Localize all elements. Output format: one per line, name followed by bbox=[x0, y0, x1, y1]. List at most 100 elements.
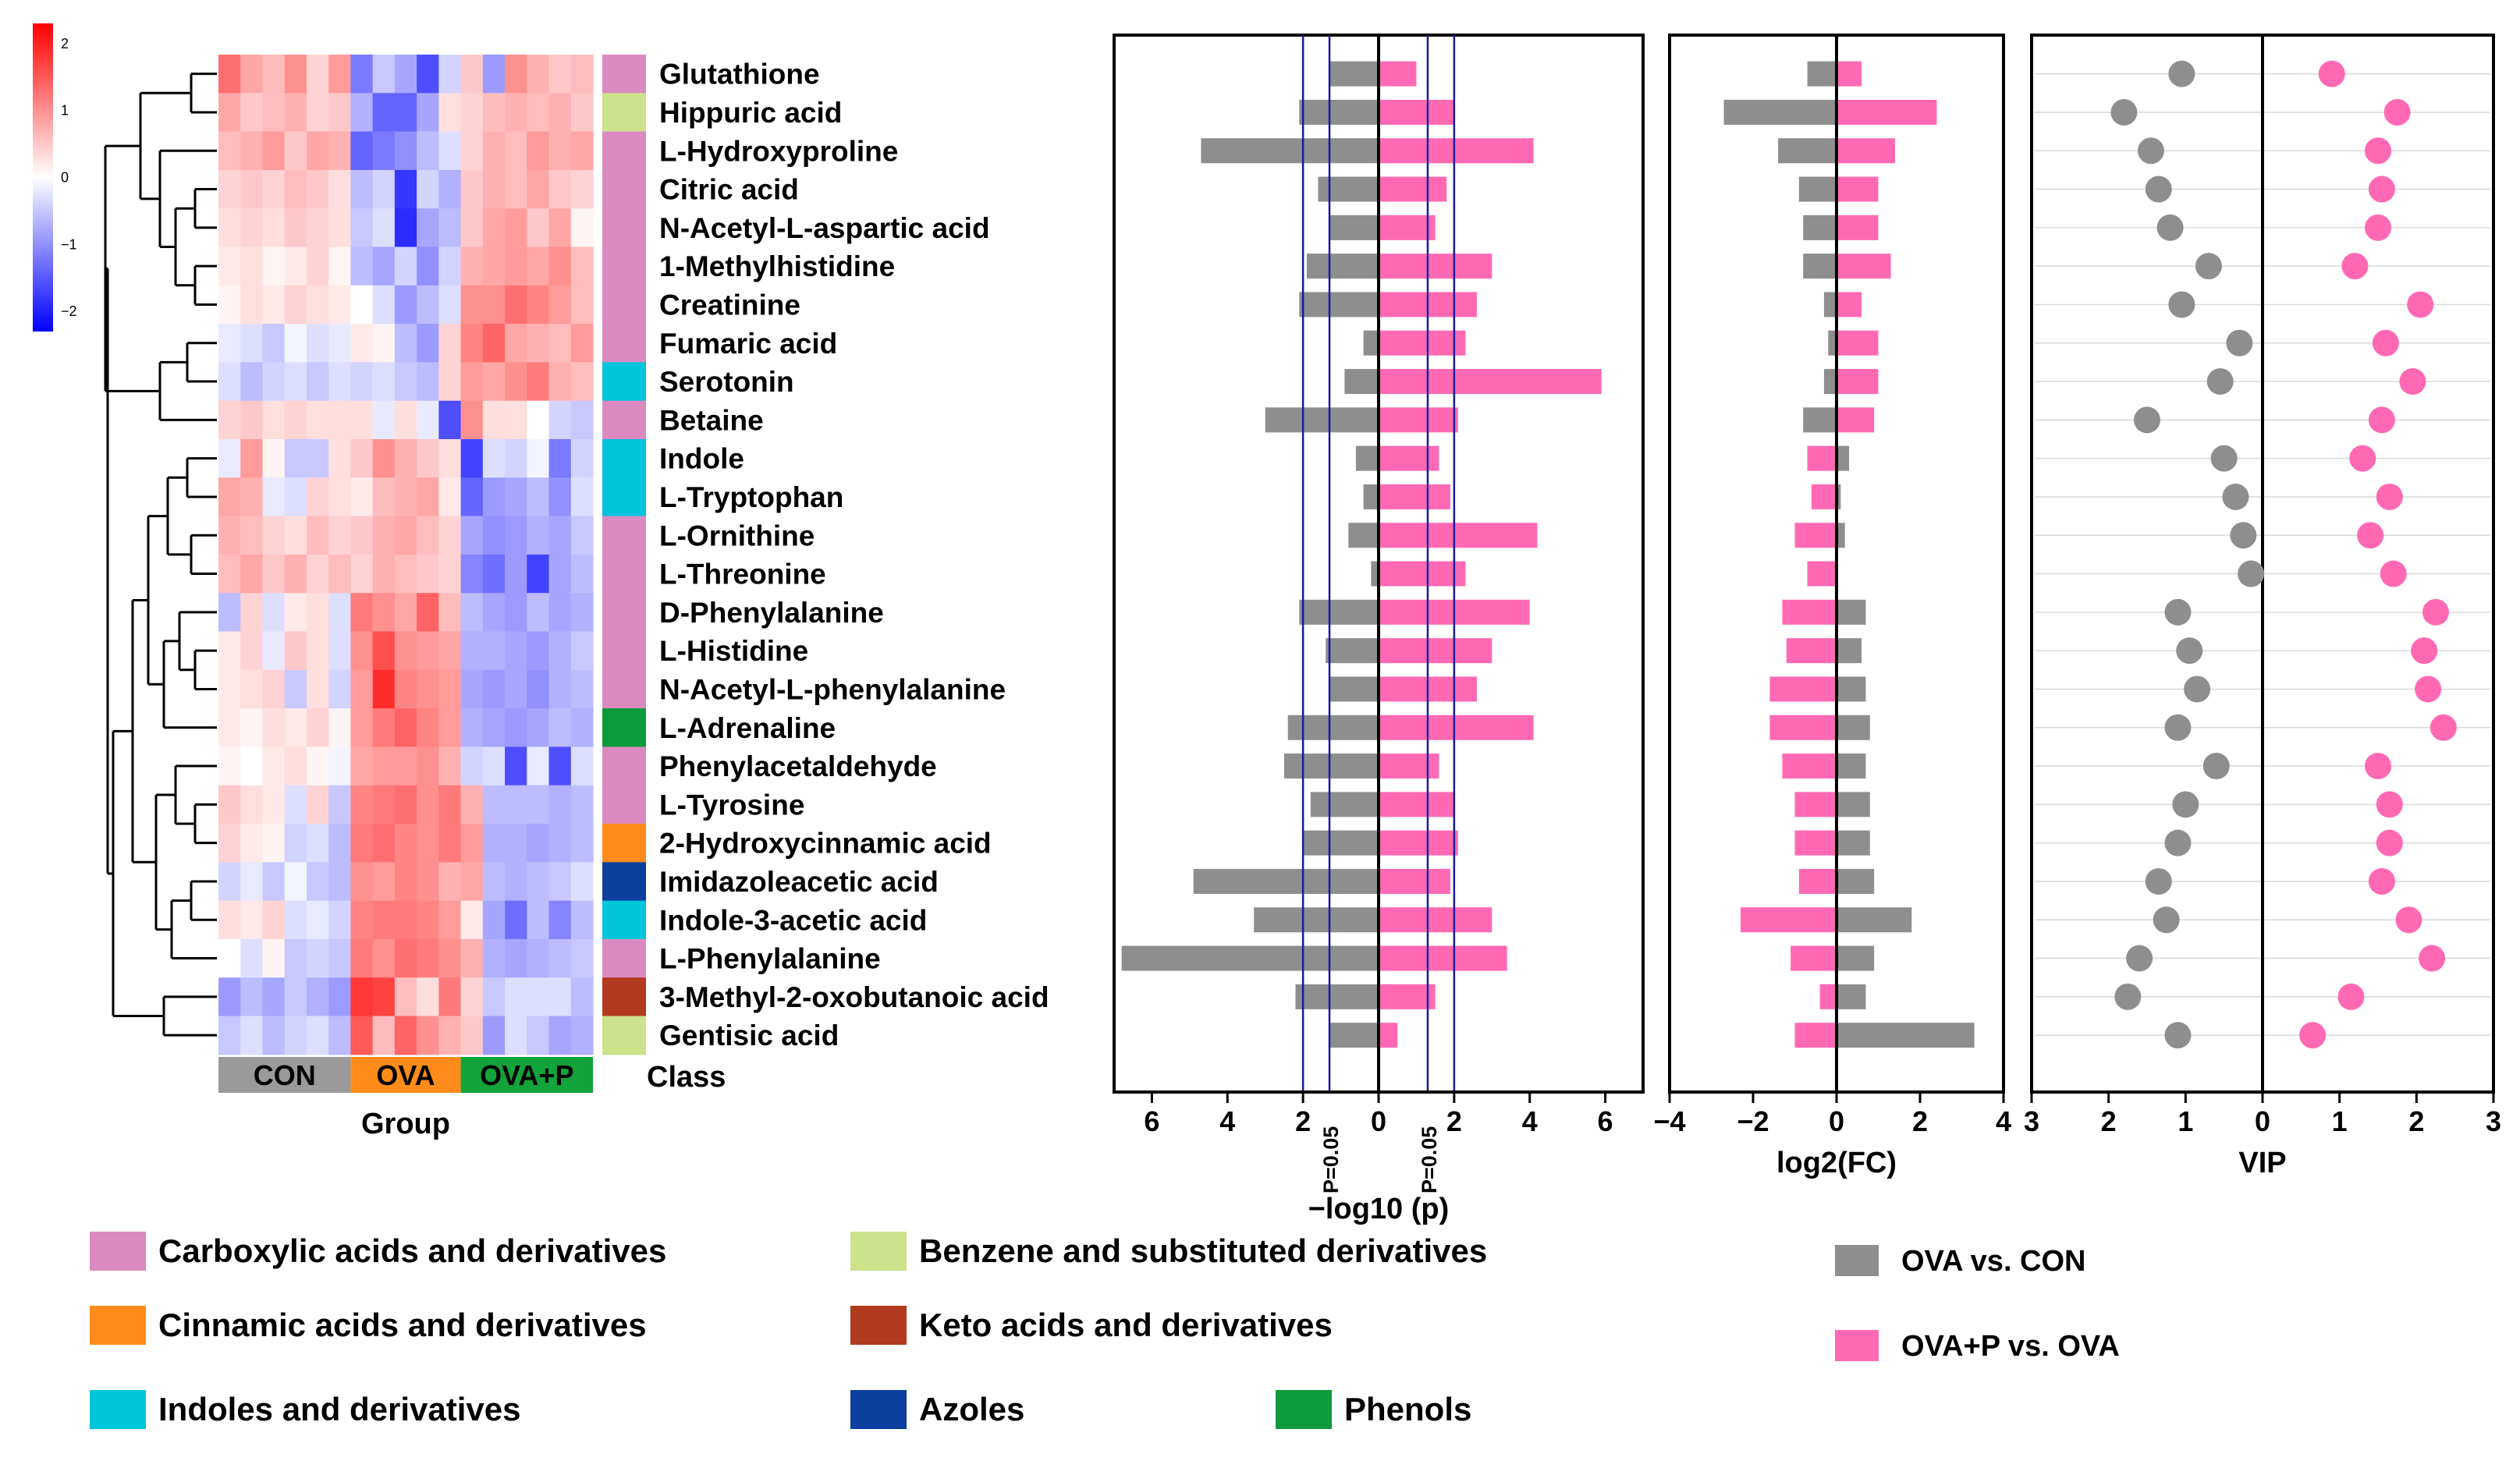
heatmap-cell bbox=[306, 439, 329, 478]
heatmap-cell bbox=[262, 400, 286, 440]
heatmap-cell bbox=[218, 554, 241, 594]
colorbar-tick: 2 bbox=[61, 36, 69, 51]
heatmap-cell bbox=[306, 1016, 329, 1055]
heatmap-cell bbox=[417, 131, 439, 171]
heatmap-cell bbox=[284, 669, 307, 709]
point-vip-ova-vs-con bbox=[2164, 598, 2192, 626]
metabolite-label: L-Tyrosine bbox=[659, 789, 804, 821]
heatmap-cell bbox=[548, 169, 572, 209]
point-vip-ovap-vs-ova bbox=[2349, 445, 2376, 472]
heatmap-cell bbox=[240, 169, 264, 209]
heatmap-cell bbox=[262, 439, 286, 478]
bar-pvalue-ova-vs-con bbox=[1121, 945, 1379, 971]
heatmap-cell bbox=[570, 746, 594, 786]
heatmap-cell bbox=[372, 516, 396, 555]
heatmap-cell bbox=[372, 669, 396, 709]
heatmap-cell bbox=[218, 55, 241, 94]
point-vip-ova-vs-con bbox=[2134, 406, 2160, 434]
heatmap-cell bbox=[218, 208, 241, 248]
heatmap-cell bbox=[417, 593, 439, 633]
heatmap-cell bbox=[527, 1016, 550, 1055]
legend-label: Cinnamic acids and derivatives bbox=[158, 1307, 647, 1343]
x-tick-label: 1 bbox=[2177, 1105, 2193, 1137]
heatmap-cell bbox=[350, 246, 374, 286]
legend-label: Keto acids and derivatives bbox=[919, 1307, 1333, 1343]
bar-pvalue-ova-vs-con bbox=[1348, 523, 1379, 548]
class-cell bbox=[602, 169, 646, 209]
heatmap-cell bbox=[482, 631, 506, 671]
heatmap-cell bbox=[350, 785, 374, 824]
bar-pvalue-ovap-vs-ova bbox=[1379, 330, 1466, 356]
bar-fc-ovap-vs-ova bbox=[1837, 330, 1879, 356]
heatmap-cell bbox=[527, 131, 550, 171]
heatmap-cell bbox=[284, 362, 307, 402]
heatmap-cell bbox=[505, 977, 527, 1017]
heatmap-cell bbox=[240, 55, 264, 94]
class-cell bbox=[602, 439, 646, 478]
heatmap-cell bbox=[218, 400, 241, 440]
bar-fc-ovap-vs-ova bbox=[1807, 561, 1837, 587]
heatmap-cell bbox=[372, 785, 396, 824]
heatmap-cell bbox=[262, 977, 286, 1017]
metabolite-label: Indole bbox=[659, 443, 744, 475]
bar-fc-ova-vs-con bbox=[1837, 754, 1866, 779]
heatmap-cell bbox=[570, 554, 594, 594]
heatmap-cell bbox=[438, 362, 462, 402]
heatmap-cell bbox=[328, 246, 352, 286]
heatmap-cell bbox=[505, 938, 527, 978]
heatmap-cell bbox=[417, 631, 439, 671]
point-vip-ova-vs-con bbox=[2206, 368, 2234, 395]
heatmap-cell bbox=[438, 593, 462, 633]
bar-fc-ovap-vs-ova bbox=[1837, 215, 1879, 240]
heatmap-cell bbox=[350, 746, 374, 786]
heatmap-cell bbox=[394, 746, 417, 786]
heatmap-cell bbox=[372, 208, 396, 248]
bar-pvalue-ovap-vs-ova bbox=[1379, 830, 1458, 856]
heatmap-cell bbox=[460, 669, 484, 709]
heatmap-cell bbox=[306, 554, 329, 594]
x-tick-label: 4 bbox=[1996, 1105, 2011, 1137]
heatmap-cell bbox=[482, 1016, 506, 1055]
point-vip-ova-vs-con bbox=[2164, 829, 2192, 856]
heatmap-cell bbox=[240, 400, 264, 440]
legend-swatch bbox=[90, 1390, 146, 1429]
heatmap-cell bbox=[505, 400, 527, 440]
metabolite-label: Hippuric acid bbox=[659, 97, 842, 129]
heatmap-cell bbox=[438, 246, 462, 286]
heatmap-cell bbox=[372, 362, 396, 402]
bar-pvalue-ova-vs-con bbox=[1355, 445, 1379, 471]
heatmap-cell bbox=[527, 669, 550, 709]
heatmap-cell bbox=[284, 439, 307, 478]
heatmap-cell bbox=[460, 593, 484, 633]
heatmap-cell bbox=[218, 862, 241, 902]
point-vip-ovap-vs-ova bbox=[2380, 560, 2407, 587]
heatmap-cell bbox=[284, 977, 307, 1017]
heatmap-cell bbox=[460, 516, 484, 555]
bar-pvalue-ovap-vs-ova bbox=[1379, 792, 1454, 817]
heatmap-cell bbox=[394, 669, 417, 709]
legend-label: Carboxylic acids and derivatives bbox=[158, 1232, 666, 1269]
heatmap-cell bbox=[284, 900, 307, 940]
heatmap-cell bbox=[328, 55, 352, 94]
heatmap-cell bbox=[328, 900, 352, 940]
bar-fc-ovap-vs-ova bbox=[1791, 945, 1837, 971]
class-strip: Class bbox=[602, 55, 726, 1094]
heatmap-cell bbox=[350, 169, 374, 209]
class-cell bbox=[602, 131, 646, 171]
legend-label: Phenols bbox=[1344, 1391, 1471, 1427]
heatmap-cell bbox=[417, 477, 439, 517]
heatmap-cell bbox=[482, 285, 506, 324]
heatmap-cell bbox=[328, 1016, 352, 1055]
bar-fc-ova-vs-con bbox=[1807, 61, 1837, 87]
heatmap-cell bbox=[548, 477, 572, 517]
heatmap-cell bbox=[548, 669, 572, 709]
heatmap-cell bbox=[284, 246, 307, 286]
heatmap-cell bbox=[218, 785, 241, 824]
heatmap-cell bbox=[328, 208, 352, 248]
heatmap-cell bbox=[306, 362, 329, 402]
heatmap-cell bbox=[460, 477, 484, 517]
heatmap-cell bbox=[284, 516, 307, 555]
heatmap-cell bbox=[350, 285, 374, 324]
heatmap-cell bbox=[240, 285, 264, 324]
